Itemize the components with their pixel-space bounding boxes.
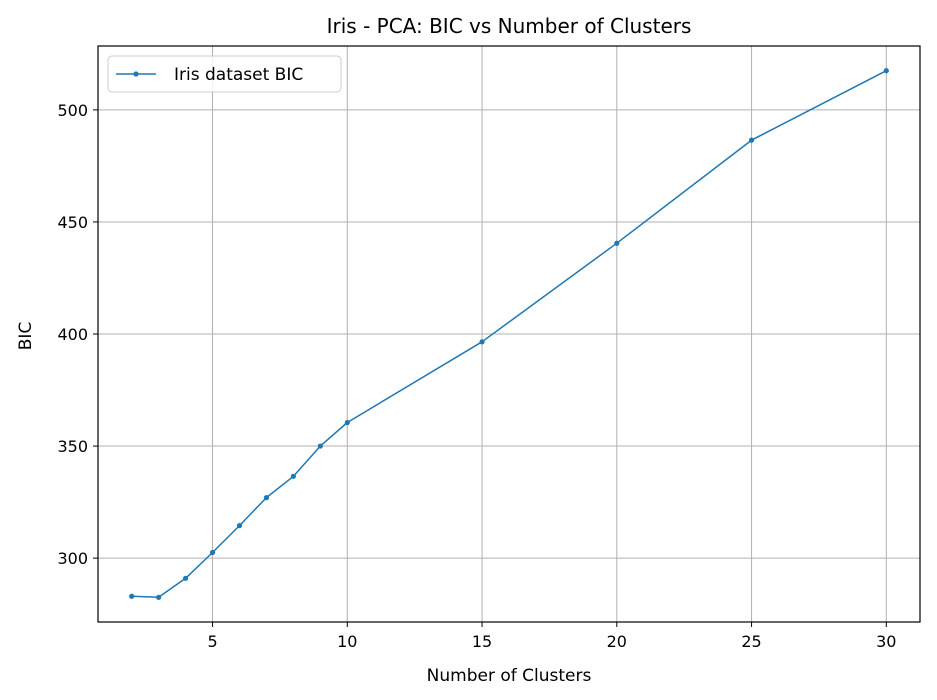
data-point [614, 240, 620, 246]
data-point [748, 137, 755, 143]
data-point [317, 443, 323, 449]
y-tick-label: 350 [57, 437, 88, 456]
y-axis-label: BIC [16, 322, 36, 351]
chart-title: Iris - PCA: BIC vs Number of Clusters [327, 14, 692, 38]
y-tick-label: 500 [57, 101, 88, 120]
x-tick-label: 10 [337, 632, 357, 651]
x-tick-label: 15 [472, 632, 492, 651]
x-tick-label: 25 [741, 632, 761, 651]
legend: Iris dataset BIC [107, 55, 342, 93]
y-tick-label: 400 [57, 325, 88, 344]
legend-label: Iris dataset BIC [174, 65, 303, 85]
data-point [479, 339, 485, 345]
data-point [209, 549, 216, 556]
legend-box [107, 55, 342, 93]
data-point [344, 419, 350, 426]
data-point [263, 495, 270, 501]
x-tick-label: 20 [607, 632, 627, 651]
data-point [883, 68, 889, 74]
ticks: 5 10 15 20 25 30 300 350 400 450 500 [57, 101, 896, 651]
series-layer [129, 68, 889, 600]
x-tick-label: 30 [876, 632, 896, 651]
y-tick-label: 450 [57, 213, 88, 232]
y-tick-label: 300 [57, 549, 88, 568]
legend-marker-swatch [133, 71, 139, 77]
grid [98, 46, 920, 622]
x-tick-label: 5 [207, 632, 217, 651]
data-point [182, 575, 189, 581]
data-point [236, 523, 243, 529]
data-point [290, 473, 296, 479]
data-point [129, 593, 135, 599]
data-point [156, 594, 162, 600]
x-axis-label: Number of Clusters [427, 666, 592, 686]
